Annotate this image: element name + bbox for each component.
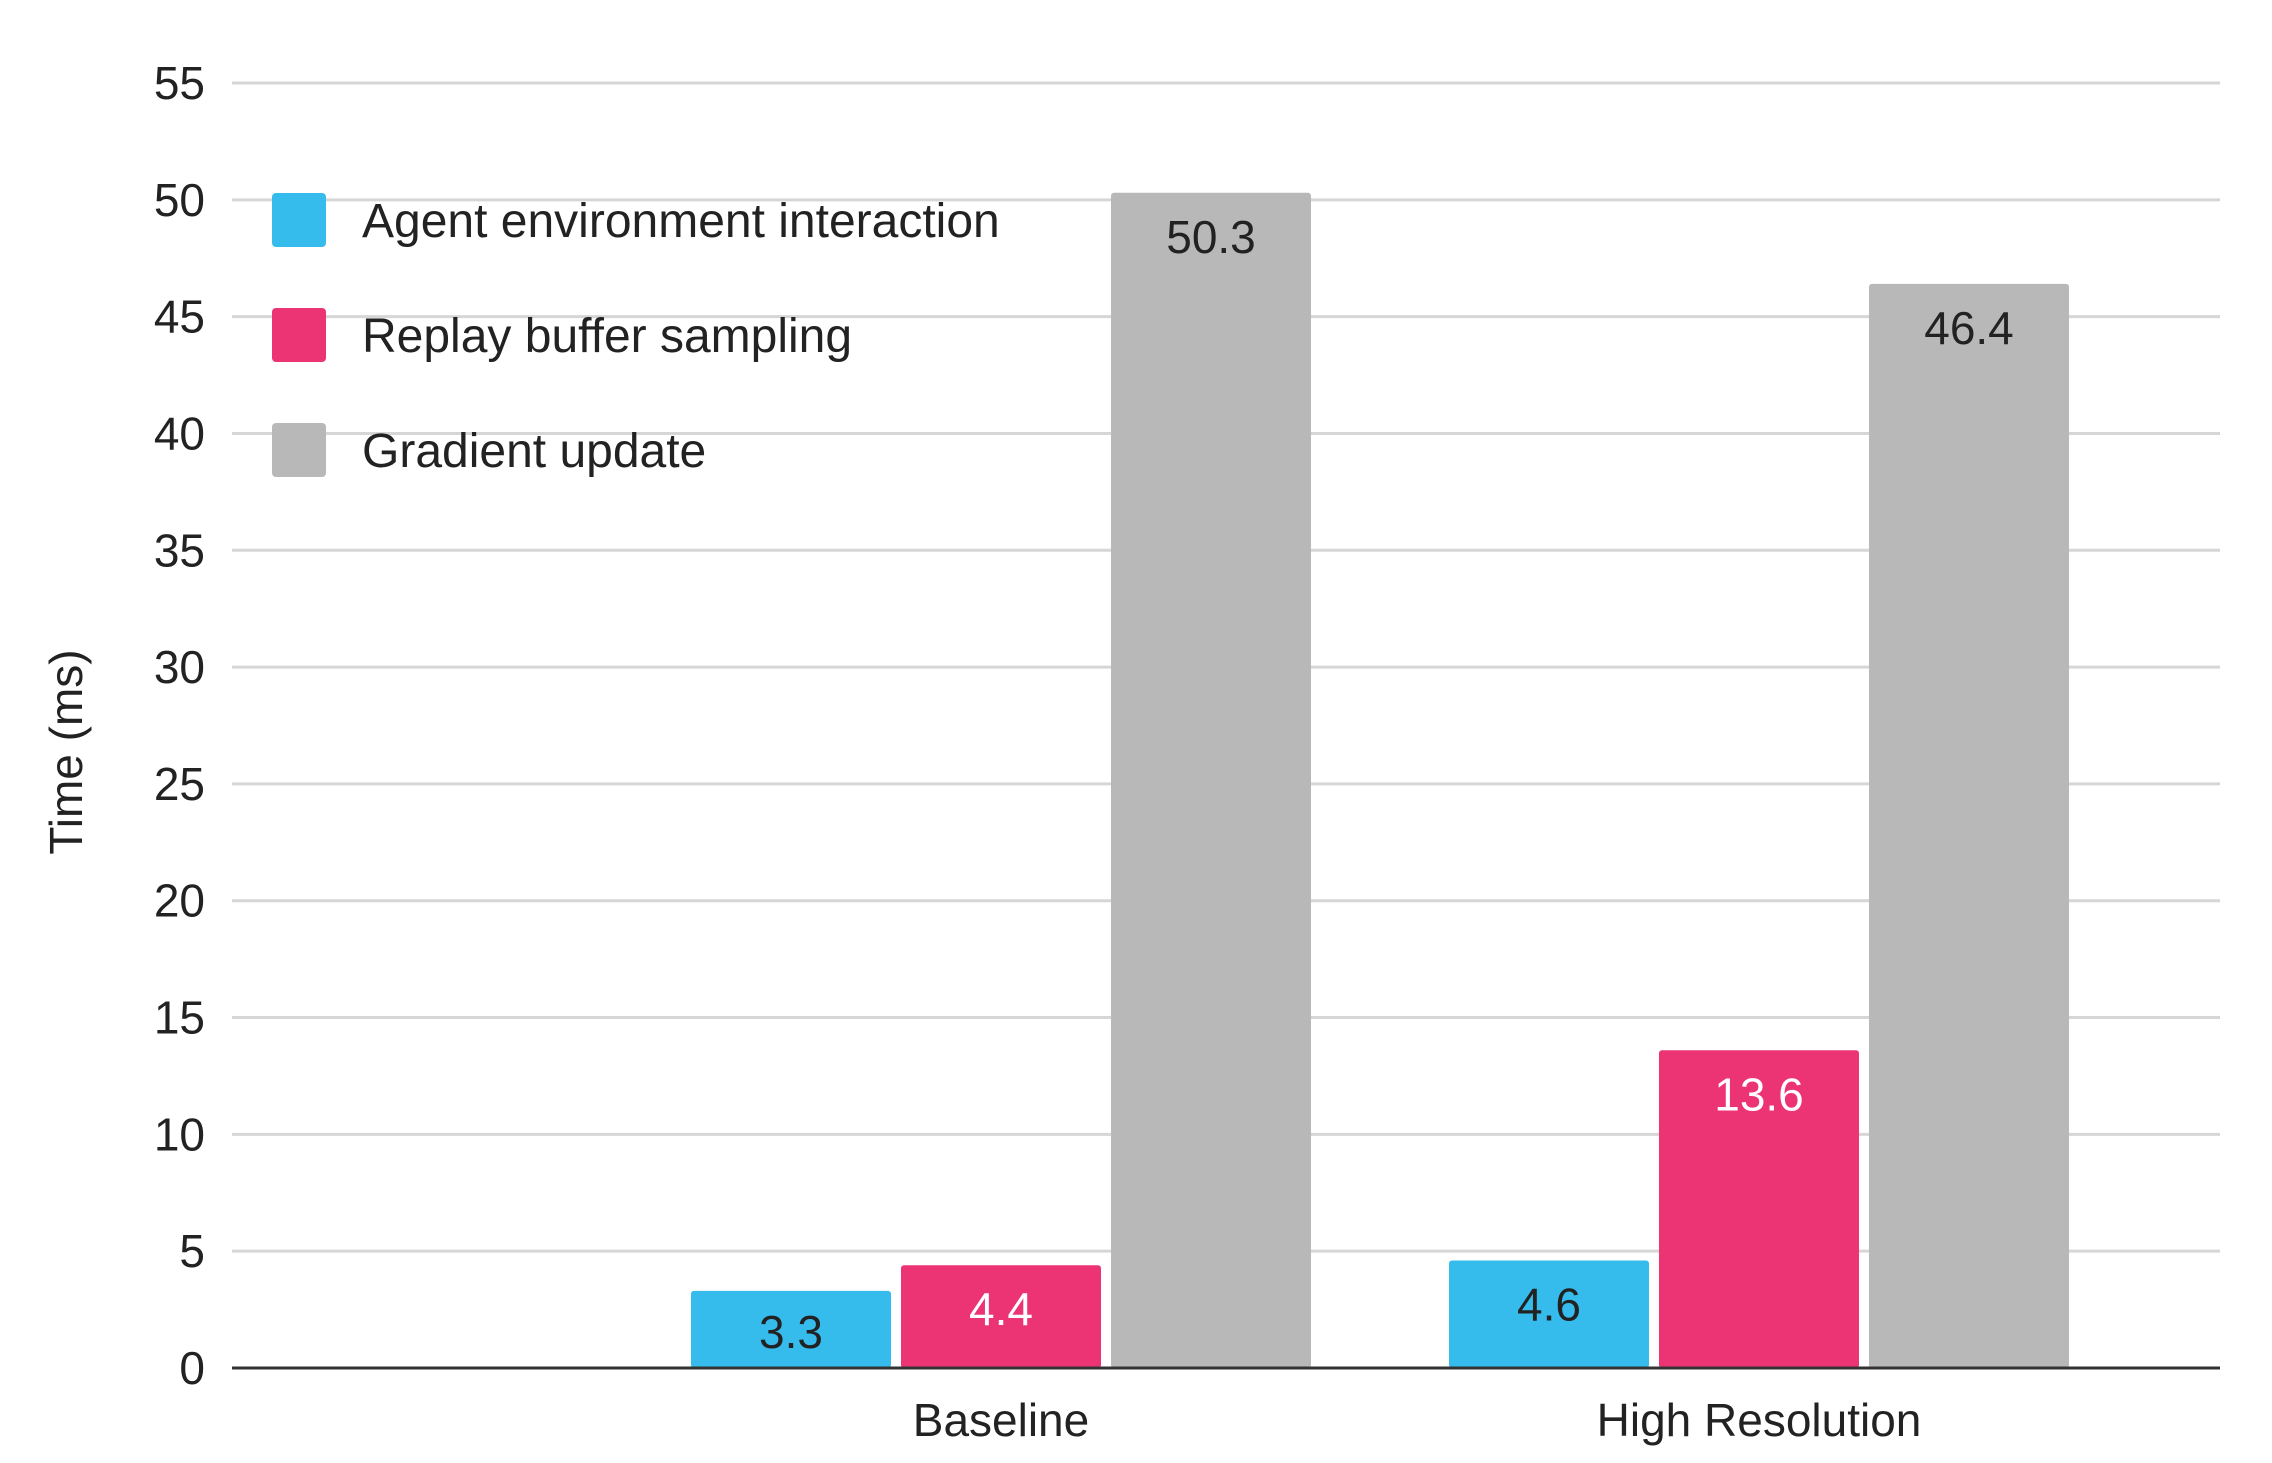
data-label: 50.3 — [1166, 211, 1256, 263]
bar — [1659, 1050, 1859, 1368]
data-label: 13.6 — [1714, 1068, 1804, 1120]
y-tick-label: 40 — [154, 407, 205, 459]
data-label: 4.6 — [1517, 1279, 1581, 1331]
x-tick-label: Baseline — [913, 1394, 1089, 1446]
y-tick-label: 45 — [154, 291, 205, 343]
y-tick-label: 35 — [154, 524, 205, 576]
y-tick-label: 25 — [154, 758, 205, 810]
bar — [691, 1290, 891, 1368]
data-label: 4.4 — [969, 1283, 1033, 1335]
bar — [1111, 192, 1311, 1369]
x-axis-ticks: Baseline High Resolution — [913, 1394, 1922, 1446]
bar — [901, 1265, 1101, 1368]
y-tick-label: 50 — [154, 174, 205, 226]
data-label: 3.3 — [759, 1306, 823, 1358]
y-tick-label: 20 — [154, 875, 205, 927]
y-tick-label: 5 — [179, 1225, 205, 1277]
legend: Agent environment interaction Replay buff… — [272, 193, 1000, 478]
bar — [1449, 1260, 1649, 1368]
data-label: 46.4 — [1924, 302, 2014, 354]
x-tick-label: High Resolution — [1597, 1394, 1922, 1446]
legend-swatch — [272, 308, 326, 362]
legend-label: Gradient update — [362, 425, 706, 478]
legend-label: Replay buffer sampling — [362, 310, 852, 363]
bar — [1869, 283, 2069, 1369]
y-tick-label: 15 — [154, 992, 205, 1044]
data-labels: 3.3 4.4 50.3 4.6 13.6 46.4 — [759, 211, 2014, 1358]
y-tick-label: 10 — [154, 1108, 205, 1160]
bars — [691, 192, 2069, 1369]
y-axis-ticks: 0 5 10 15 20 25 30 35 40 45 50 55 — [154, 57, 205, 1394]
legend-swatch — [272, 193, 326, 247]
y-tick-label: 55 — [154, 57, 205, 109]
y-axis-title: Time (ms) — [40, 649, 92, 854]
y-tick-label: 0 — [179, 1342, 205, 1394]
legend-label: Agent environment interaction — [362, 195, 1000, 248]
y-tick-label: 30 — [154, 641, 205, 693]
legend-swatch — [272, 423, 326, 477]
